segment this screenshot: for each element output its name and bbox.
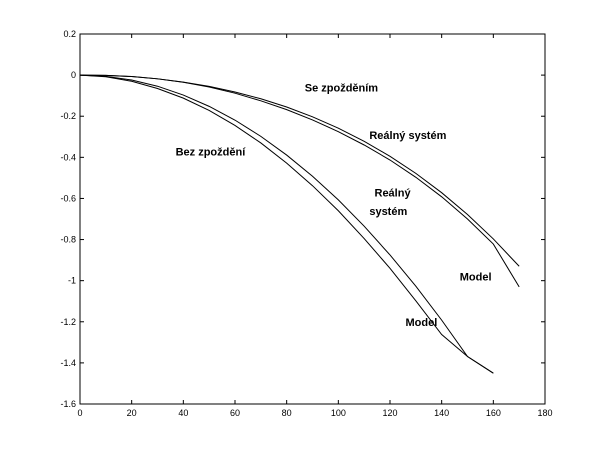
annotation-label: Model <box>460 272 492 284</box>
annotation-label: Se zpožděním <box>305 83 379 95</box>
series-line-1 <box>79 74 520 267</box>
ticks <box>79 33 546 405</box>
series-line-2 <box>79 74 520 288</box>
x-tick-label: 80 <box>282 408 292 418</box>
y-tick-label: -0.4 <box>60 152 76 162</box>
annotation-label: Model <box>406 317 438 329</box>
y-tick-label: -1.6 <box>60 399 76 409</box>
y-tick-label: -1.2 <box>60 317 76 327</box>
annotations: Se zpožděním Reálný systém Bez zpoždění Reá… <box>176 83 492 329</box>
plot-frame <box>79 33 546 405</box>
x-tick-label: 20 <box>127 408 137 418</box>
x-tick-label: 100 <box>331 408 346 418</box>
x-tick-label: 140 <box>434 408 449 418</box>
annotation-label: systém <box>369 206 407 218</box>
annotation-label: Reálný <box>375 187 412 199</box>
x-tick-label: 60 <box>230 408 240 418</box>
x-tick-label: 160 <box>486 408 501 418</box>
annotation-label: Bez zpoždění <box>176 146 247 158</box>
y-tick-label: -0.2 <box>60 111 76 121</box>
y-tick-label: 0 <box>71 70 76 80</box>
annotation-label: Reálný systém <box>369 130 446 142</box>
x-tick-label: 180 <box>537 408 552 418</box>
x-tick-label: 120 <box>382 408 397 418</box>
series-line-3 <box>79 74 494 374</box>
series-line-4 <box>79 74 494 374</box>
y-tick-label: -1.4 <box>60 358 76 368</box>
x-tick-label: 40 <box>178 408 188 418</box>
y-tick-label: -1 <box>68 276 76 286</box>
tick-labels: 0 20 40 60 80 100 120 140 160 180 0.2 0 -0.2 -0.4 -0.6… <box>60 29 552 418</box>
curves <box>79 74 520 374</box>
y-tick-label: -0.6 <box>60 193 76 203</box>
y-tick-label: 0.2 <box>63 29 76 39</box>
x-tick-label: 0 <box>77 408 82 418</box>
y-tick-label: -0.8 <box>60 235 76 245</box>
